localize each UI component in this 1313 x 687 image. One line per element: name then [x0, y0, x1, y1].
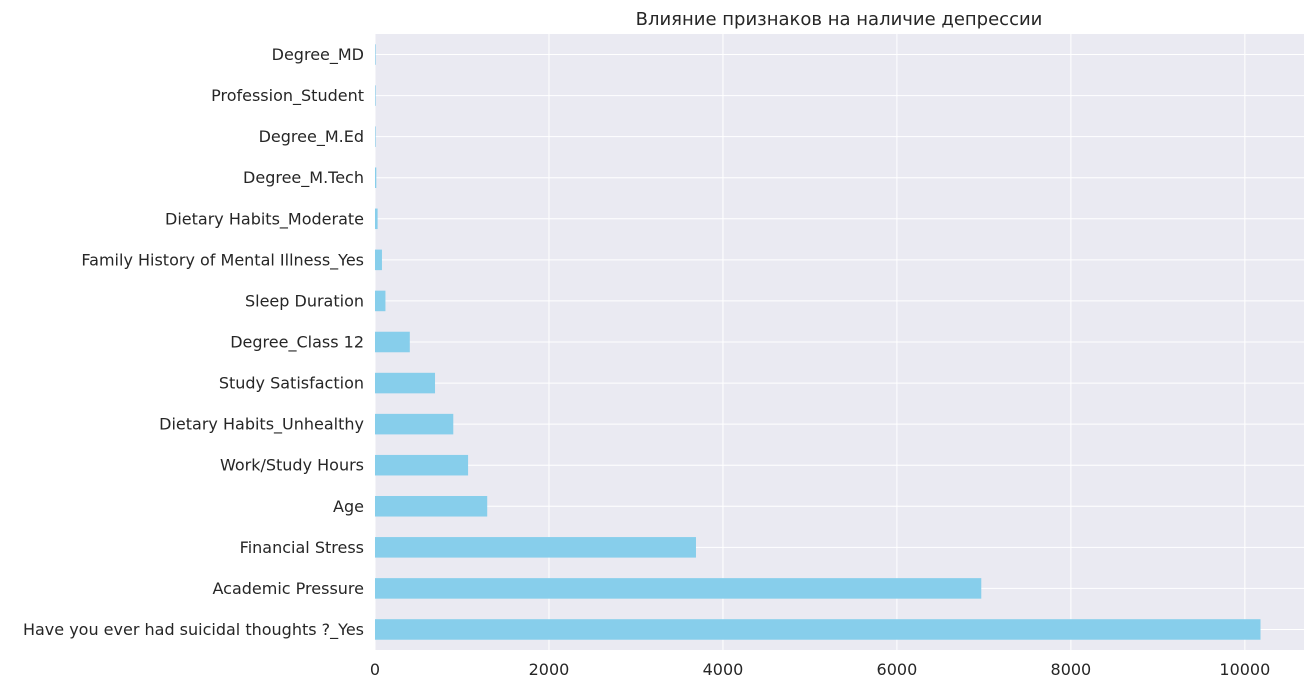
y-tick-label-1: Academic Pressure — [213, 579, 365, 598]
y-tick-label-7: Degree_Class 12 — [230, 333, 364, 353]
bar-14 — [375, 44, 376, 65]
x-tick-label-2: 4000 — [703, 660, 744, 679]
x-tick-label-0: 0 — [370, 660, 380, 679]
y-tick-labels: Have you ever had suicidal thoughts ?_Ye… — [23, 45, 364, 640]
bars — [375, 44, 1261, 640]
bar-3 — [375, 496, 488, 517]
bar-11 — [375, 167, 377, 188]
x-tick-labels: 0 2000 4000 6000 8000 10000 — [370, 660, 1270, 679]
y-tick-label-12: Degree_M.Ed — [259, 127, 364, 147]
bar-1 — [375, 578, 982, 599]
y-tick-label-9: Family History of Mental Illness_Yes — [81, 250, 364, 270]
y-tick-label-5: Dietary Habits_Unhealthy — [159, 415, 364, 435]
bar-4 — [375, 454, 469, 476]
bar-6 — [375, 372, 436, 394]
y-tick-label-0: Have you ever had suicidal thoughts ?_Ye… — [23, 620, 364, 640]
y-tick-label-10: Dietary Habits_Moderate — [165, 209, 364, 229]
y-tick-label-11: Degree_M.Tech — [243, 168, 364, 188]
bar-13 — [375, 85, 376, 106]
x-tick-label-4: 8000 — [1051, 660, 1092, 679]
bar-5 — [375, 413, 454, 435]
bar-10 — [375, 208, 378, 230]
y-tick-label-3: Age — [333, 497, 364, 516]
bar-2 — [375, 537, 696, 558]
bar-12 — [375, 126, 376, 147]
x-tick-label-3: 6000 — [877, 660, 918, 679]
bar-8 — [375, 290, 386, 312]
x-tick-label-5: 10000 — [1219, 660, 1270, 679]
y-tick-label-4: Work/Study Hours — [220, 456, 364, 475]
y-tick-label-13: Profession_Student — [211, 86, 364, 106]
y-tick-label-2: Financial Stress — [240, 538, 364, 557]
bar-7 — [375, 331, 410, 353]
y-tick-label-8: Sleep Duration — [245, 291, 364, 310]
y-tick-label-6: Study Satisfaction — [219, 374, 364, 393]
chart-title: Влияние признаков на наличие депрессии — [636, 9, 1043, 30]
y-tick-label-14: Degree_MD — [272, 45, 364, 65]
bar-0 — [375, 619, 1261, 640]
bar-9 — [375, 249, 382, 271]
x-tick-label-1: 2000 — [529, 660, 570, 679]
